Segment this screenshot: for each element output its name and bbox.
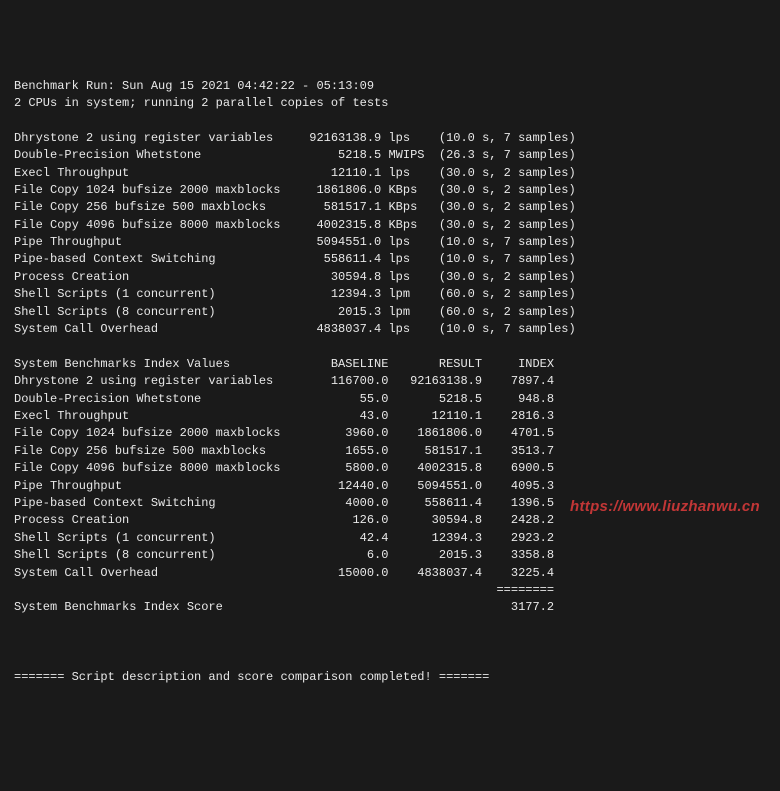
terminal-output: Benchmark Run: Sun Aug 15 2021 04:42:22 … — [14, 78, 766, 687]
watermark-text: https://www.liuzhanwu.cn — [570, 496, 760, 518]
